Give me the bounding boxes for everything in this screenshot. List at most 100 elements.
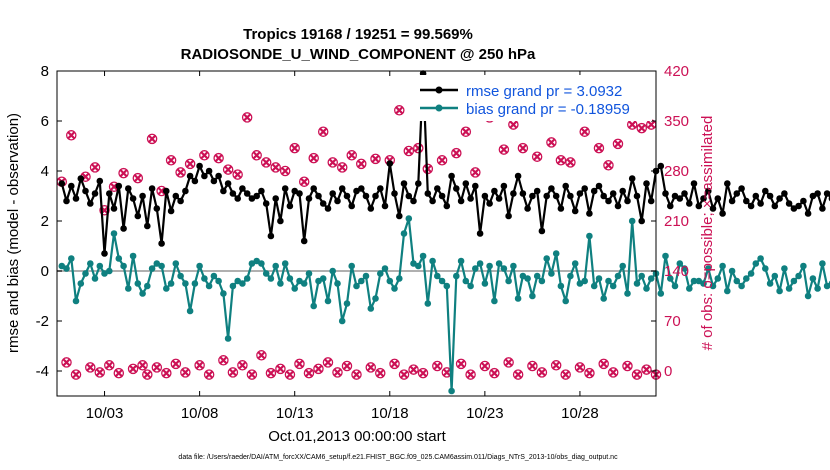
bias-point xyxy=(714,275,722,282)
bias-point xyxy=(358,277,365,285)
bias-point xyxy=(819,260,826,267)
obs-assimilated-marker xyxy=(452,148,461,158)
rmse-point xyxy=(386,160,394,167)
obs-possible-marker xyxy=(574,362,586,373)
y-tick-label: 0 xyxy=(41,263,49,280)
obs-assimilated-marker xyxy=(437,156,447,165)
obs-possible-marker xyxy=(394,105,405,116)
obs-assimilated-marker xyxy=(62,358,71,367)
bias-point xyxy=(443,282,451,290)
obs-possible-marker xyxy=(531,151,543,162)
obs-assimilated-marker xyxy=(404,146,413,156)
bias-point xyxy=(77,280,85,287)
x-tick-label: 10/13 xyxy=(276,405,314,422)
obs-possible-marker xyxy=(370,153,381,165)
obs-assimilated-marker xyxy=(276,364,285,374)
x-tick-label: 10/18 xyxy=(371,405,409,422)
rmse-point xyxy=(762,187,769,195)
obs-possible-marker xyxy=(607,367,619,378)
rmse-point xyxy=(286,202,294,210)
bias-point xyxy=(405,215,413,222)
obs-assimilated-marker xyxy=(214,153,223,163)
rmse-point xyxy=(662,190,669,197)
obs-assimilated-marker xyxy=(480,361,490,371)
obs-assimilated-marker xyxy=(504,358,513,367)
rmse-point xyxy=(524,205,531,212)
rmse-point xyxy=(182,187,189,195)
obs-possible-marker xyxy=(161,367,172,379)
bias-point xyxy=(728,267,736,275)
obs-possible-marker xyxy=(104,360,115,371)
bias-point xyxy=(300,280,308,287)
bias-point xyxy=(319,275,327,282)
bias-point xyxy=(329,267,337,275)
obs-assimilated-marker xyxy=(105,361,114,370)
rmse-point xyxy=(814,190,821,197)
obs-possible-marker xyxy=(142,369,153,380)
bias-point xyxy=(72,297,80,305)
obs-possible-marker xyxy=(222,164,234,175)
rmse-point xyxy=(338,185,346,192)
bias-point xyxy=(106,267,113,275)
obs-assimilated-marker xyxy=(300,177,309,186)
obs-assimilated-marker xyxy=(390,359,399,369)
bias-point xyxy=(781,265,788,272)
rmse-point xyxy=(144,222,151,230)
bias-point xyxy=(120,262,127,270)
obs-possible-marker xyxy=(284,369,296,380)
obs-assimilated-marker xyxy=(599,359,608,369)
obs-possible-marker xyxy=(184,158,196,170)
obs-assimilated-marker xyxy=(352,370,361,379)
bias-point xyxy=(790,277,798,285)
rmse-point xyxy=(334,197,341,205)
rmse-point xyxy=(781,190,788,197)
obs-assimilated-marker xyxy=(152,363,162,372)
obs-possible-marker xyxy=(265,367,277,379)
rmse-point xyxy=(728,197,736,205)
rmse-point xyxy=(77,175,85,182)
obs-assimilated-marker xyxy=(143,370,152,379)
rmse-point xyxy=(757,200,764,207)
bias-point xyxy=(557,282,565,290)
obs-possible-marker xyxy=(403,145,415,157)
obs-assimilated-marker xyxy=(433,361,442,371)
bias-point xyxy=(600,295,607,302)
bias-point xyxy=(96,262,104,270)
obs-possible-marker xyxy=(313,363,324,375)
rmse-point xyxy=(743,197,750,205)
rmse-point xyxy=(82,187,89,195)
obs-possible-marker xyxy=(351,369,362,380)
bias-point xyxy=(110,230,118,237)
rmse-point xyxy=(120,225,127,232)
obs-possible-marker xyxy=(560,369,571,380)
obs-assimilated-marker xyxy=(314,364,323,374)
bias-point xyxy=(595,275,603,282)
rmse-point xyxy=(125,185,132,192)
bias-point xyxy=(381,265,389,272)
bias-point xyxy=(543,255,550,262)
rmse-point xyxy=(638,217,645,225)
bias-point xyxy=(495,260,503,267)
rmse-point xyxy=(177,197,184,205)
bias-point xyxy=(590,282,598,290)
bias-point xyxy=(172,260,180,267)
rmse-point xyxy=(467,195,474,202)
bias-point xyxy=(552,250,560,257)
bias-point xyxy=(681,265,688,272)
bias-point xyxy=(467,282,474,290)
rmse-point xyxy=(448,172,455,180)
obs-assimilated-marker xyxy=(114,368,123,378)
bias-point xyxy=(524,275,531,282)
obs-assimilated-marker xyxy=(204,370,214,379)
bias-point xyxy=(229,282,237,290)
rmse-point xyxy=(543,192,550,200)
rmse-point xyxy=(315,192,322,200)
obs-possible-marker xyxy=(346,150,357,161)
bias-point xyxy=(609,282,617,290)
rmse-point xyxy=(738,185,745,192)
obs-possible-marker xyxy=(194,360,205,371)
rmse-point xyxy=(396,212,403,220)
bias-point xyxy=(638,272,645,280)
rmse-point xyxy=(619,187,626,195)
obs-possible-marker xyxy=(94,367,106,378)
